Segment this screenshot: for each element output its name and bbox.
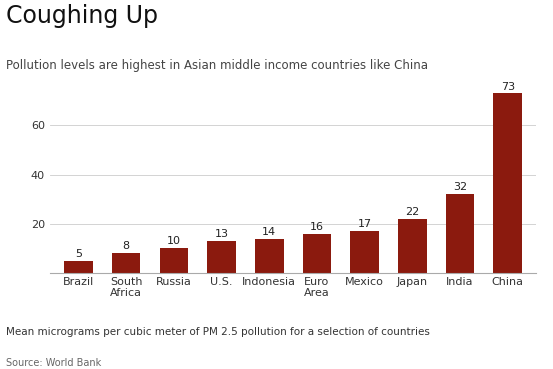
Bar bbox=[207, 241, 236, 273]
Text: Mean micrograms per cubic meter of PM 2.5 pollution for a selection of countries: Mean micrograms per cubic meter of PM 2.… bbox=[6, 327, 430, 337]
Text: 17: 17 bbox=[358, 219, 372, 229]
Text: 32: 32 bbox=[453, 182, 467, 192]
Bar bbox=[159, 248, 188, 273]
Text: 13: 13 bbox=[215, 229, 228, 239]
Text: Coughing Up: Coughing Up bbox=[6, 4, 158, 28]
Text: 16: 16 bbox=[310, 222, 324, 232]
Text: 10: 10 bbox=[167, 237, 181, 246]
Bar bbox=[446, 194, 474, 273]
Bar bbox=[493, 93, 522, 273]
Bar bbox=[64, 261, 93, 273]
Text: 22: 22 bbox=[405, 207, 420, 217]
Text: 5: 5 bbox=[75, 249, 82, 259]
Bar bbox=[351, 231, 379, 273]
Text: 73: 73 bbox=[500, 82, 515, 92]
Text: Pollution levels are highest in Asian middle income countries like China: Pollution levels are highest in Asian mi… bbox=[6, 59, 427, 72]
Text: 14: 14 bbox=[262, 227, 276, 237]
Text: Source: World Bank: Source: World Bank bbox=[6, 358, 101, 368]
Bar bbox=[398, 219, 427, 273]
Bar bbox=[112, 254, 140, 273]
Bar bbox=[302, 234, 331, 273]
Text: 8: 8 bbox=[123, 241, 129, 251]
Bar bbox=[255, 239, 284, 273]
